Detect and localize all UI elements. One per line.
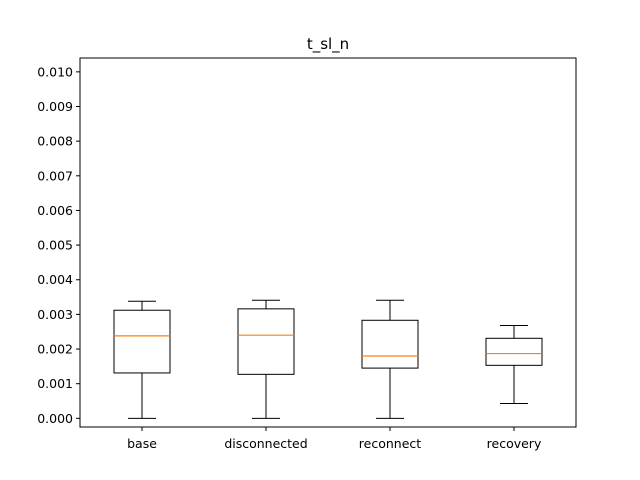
y-tick-label: 0.007 xyxy=(37,168,73,183)
interquartile-box xyxy=(237,308,295,375)
y-tick-label: 0.009 xyxy=(37,99,73,114)
box-disconnected xyxy=(237,299,295,419)
box-reconnect xyxy=(361,299,419,419)
y-tick-label: 0.008 xyxy=(37,134,73,149)
y-tick-label: 0.005 xyxy=(37,238,73,253)
x-axis: base disconnected reconnect recovery xyxy=(127,427,542,451)
y-tick-label: 0.004 xyxy=(37,272,73,287)
x-tick-label: recovery xyxy=(487,436,542,451)
plot-area xyxy=(79,57,577,428)
y-tick-label: 0.000 xyxy=(37,411,73,426)
chart-title: t_sl_n xyxy=(307,35,349,54)
box-base xyxy=(113,300,171,419)
y-tick-label: 0.010 xyxy=(37,64,73,79)
y-axis: 0.000 0.001 0.002 0.003 0.004 0.005 0.006 0.007… xyxy=(37,64,80,426)
x-tick-label: disconnected xyxy=(224,436,307,451)
y-tick-label: 0.001 xyxy=(37,376,73,391)
x-tick-label: reconnect xyxy=(359,436,421,451)
interquartile-box xyxy=(485,337,543,366)
y-tick-label: 0.003 xyxy=(37,307,73,322)
box-recovery xyxy=(485,324,543,404)
interquartile-box xyxy=(113,309,171,374)
y-tick-label: 0.002 xyxy=(37,342,73,357)
y-tick-label: 0.006 xyxy=(37,203,73,218)
interquartile-box xyxy=(361,319,419,369)
box-series xyxy=(113,299,543,419)
x-tick-label: base xyxy=(127,436,157,451)
